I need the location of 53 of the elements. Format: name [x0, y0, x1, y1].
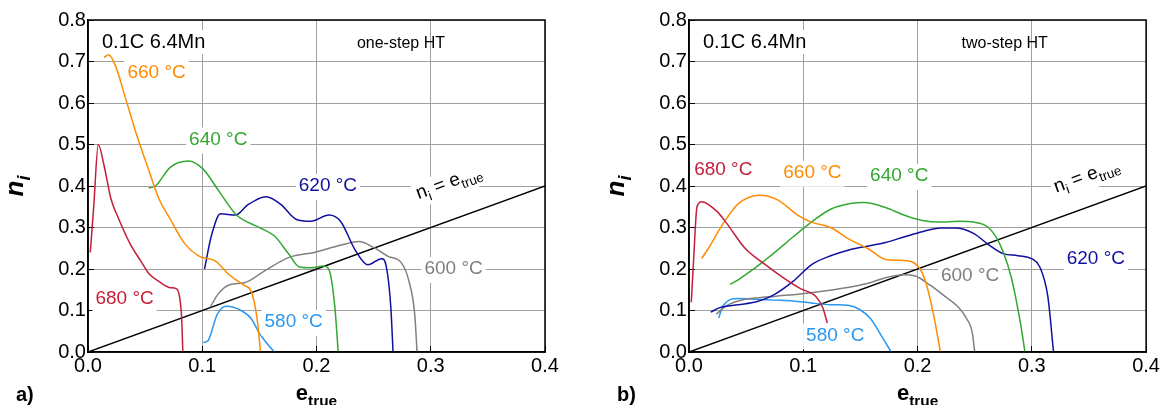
- line-series: [717, 297, 893, 352]
- y-tick-label: 0.1: [58, 298, 86, 321]
- x-tick-label: 0.2: [302, 353, 331, 376]
- series-label: 680 °C: [694, 157, 753, 179]
- text: ni = etrue: [1050, 161, 1124, 197]
- y-axis-title: ni: [600, 174, 636, 197]
- series-label: 580 °C: [806, 323, 865, 345]
- y-tick-label: 0.1: [659, 298, 687, 321]
- x-tick-label: 0.3: [416, 353, 445, 376]
- text: a): [16, 382, 34, 405]
- line-series: [729, 201, 1026, 352]
- y-tick-label: 0.6: [659, 90, 687, 113]
- y-tick-label: 0.7: [659, 49, 687, 72]
- y-tick-label: 0.4: [659, 173, 687, 196]
- x-tick-label: 0.1: [789, 353, 818, 376]
- series-label: 600 °C: [940, 263, 1000, 285]
- annotation: one-step HT: [356, 34, 446, 52]
- x-tick-label: 0.2: [903, 353, 932, 376]
- y-tick-label: 0.8: [659, 7, 687, 30]
- line-series: [203, 196, 394, 352]
- line-series: [209, 240, 418, 352]
- y-tick-label: 0.3: [659, 215, 687, 238]
- annotation: 0.1C 6.4Mn: [102, 29, 206, 52]
- series-label: 680 °C: [95, 287, 154, 309]
- series-label: 620 °C: [1066, 247, 1125, 269]
- text: b): [617, 382, 636, 405]
- series-label: 580 °C: [264, 310, 323, 332]
- annotation: 0.1C 6.4Mn: [703, 29, 807, 52]
- series-label: 640 °C: [870, 164, 929, 186]
- line-series: [89, 143, 184, 352]
- y-tick-label: 0.2: [659, 256, 687, 279]
- x-tick-label: 0.4: [531, 353, 559, 376]
- series-label: 600 °C: [424, 257, 483, 279]
- y-tick-label: 0.8: [58, 7, 86, 30]
- y-axis-title: ni: [0, 174, 35, 197]
- x-tick-label: 0.4: [1132, 353, 1160, 376]
- series-label: 660 °C: [127, 61, 186, 83]
- line-series: [700, 194, 942, 352]
- line-series: [709, 227, 1055, 352]
- annotation: two-step HT: [961, 34, 1049, 52]
- y-tick-label: 0.6: [58, 90, 86, 113]
- y-tick-label: 0.7: [58, 49, 86, 72]
- text: ni = etrue: [412, 167, 486, 204]
- series-label: 620 °C: [298, 174, 358, 196]
- y-tick-label: 0.4: [58, 173, 86, 196]
- x-tick-label: 0.3: [1017, 353, 1046, 376]
- y-tick-label: 0.5: [58, 132, 86, 155]
- x-tick-label: 0.1: [188, 353, 217, 376]
- y-tick-label: 0.2: [58, 256, 86, 279]
- y-tick-label: 0.5: [659, 132, 687, 155]
- y-tick-label: 0.3: [58, 215, 86, 238]
- series-label: 640 °C: [189, 127, 248, 149]
- series-label: 660 °C: [783, 160, 842, 182]
